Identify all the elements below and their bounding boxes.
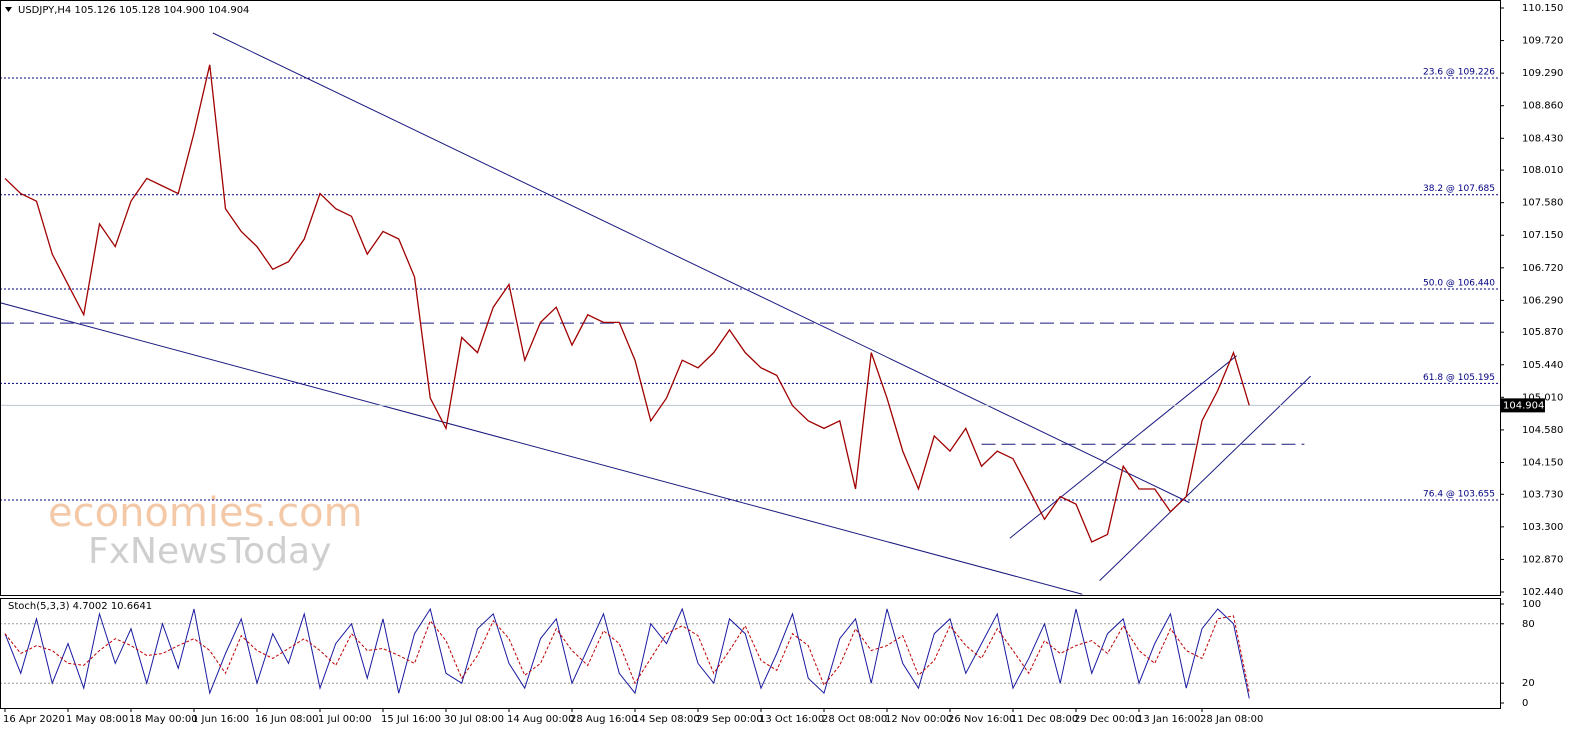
y-tick-label: 100 [1522, 599, 1541, 610]
x-tick-label: 26 Nov 16:00 [948, 714, 1015, 725]
x-tick-label: 1 Jun 16:00 [192, 714, 249, 725]
y-tick-label: 108.010 [1522, 165, 1563, 176]
fib-label: 23.6 @ 109.226 [1423, 67, 1495, 77]
trend-line [1009, 355, 1237, 539]
x-tick-label: 13 Jan 16:00 [1137, 714, 1200, 725]
menu-arrow [5, 7, 12, 12]
stoch-title: Stoch(5,3,3) 4.7002 10.6641 [8, 601, 152, 612]
x-tick-label: 28 Aug 16:00 [570, 714, 637, 725]
x-tick-label: 16 Jun 08:00 [255, 714, 319, 725]
x-tick-label: 28 Oct 08:00 [822, 714, 887, 725]
watermark: economies.com [48, 490, 363, 536]
y-tick-label: 105.440 [1522, 360, 1563, 371]
x-tick-label: 30 Jul 08:00 [444, 714, 504, 725]
y-tick-label: 109.720 [1522, 36, 1563, 47]
y-tick-label: 0 [1522, 698, 1528, 709]
price-label: 104.904 [1503, 400, 1544, 411]
fib-label: 61.8 @ 105.195 [1423, 373, 1495, 383]
x-tick-label: 1 Jul 00:00 [318, 714, 372, 725]
x-tick-label: 13 Oct 16:00 [759, 714, 824, 725]
price-line [4, 64, 1250, 543]
y-tick-label: 102.870 [1522, 554, 1563, 565]
x-tick-label: 14 Sep 08:00 [633, 714, 700, 725]
y-tick-label: 108.860 [1522, 101, 1563, 112]
y-tick-label: 106.290 [1522, 295, 1563, 306]
price-label-box [1501, 398, 1545, 413]
price-title: USDJPY,H4 105.126 105.128 104.900 104.90… [18, 5, 249, 16]
x-tick-label: 29 Sep 00:00 [696, 714, 763, 725]
stoch-frame [0, 598, 1501, 709]
y-tick-label: 110.150 [1522, 3, 1563, 14]
fib-label: 50.0 @ 106.440 [1423, 279, 1495, 289]
y-tick-label: 20 [1522, 678, 1535, 689]
trend-line [212, 32, 1190, 504]
x-tick-label: 14 Aug 00:00 [507, 714, 574, 725]
y-tick-label: 102.440 [1522, 587, 1563, 598]
y-tick-label: 106.720 [1522, 263, 1563, 274]
y-tick-label: 103.730 [1522, 489, 1563, 500]
y-tick-label: 80 [1522, 619, 1535, 630]
x-tick-label: 28 Jan 08:00 [1200, 714, 1263, 725]
x-tick-label: 15 Jul 16:00 [381, 714, 441, 725]
trend-line [1, 302, 1083, 595]
x-tick-label: 12 Nov 00:00 [885, 714, 952, 725]
y-tick-label: 104.150 [1522, 457, 1563, 468]
stoch-plot [1, 607, 1500, 699]
y-tick-label: 108.430 [1522, 133, 1563, 144]
y-tick-label: 107.580 [1522, 198, 1563, 209]
y-tick-label: 105.870 [1522, 327, 1563, 338]
x-tick-label: 16 Apr 2020 [3, 714, 65, 725]
fib-label: 38.2 @ 107.685 [1423, 184, 1495, 194]
y-tick-label: 107.150 [1522, 230, 1563, 241]
x-tick-label: 11 Dec 08:00 [1011, 714, 1078, 725]
y-tick-label: 105.010 [1522, 392, 1563, 403]
stoch-line [4, 607, 1250, 699]
trend-line [1099, 375, 1312, 581]
y-tick-label: 103.300 [1522, 522, 1563, 533]
x-tick-label: 18 May 00:00 [129, 714, 198, 725]
watermark: FxNewsToday [88, 531, 331, 572]
y-tick-label: 109.290 [1522, 68, 1563, 79]
y-tick-label: 104.580 [1522, 425, 1563, 436]
stoch-line [4, 615, 1250, 693]
x-tick-label: 1 May 08:00 [66, 714, 128, 725]
price-frame [0, 0, 1501, 596]
x-tick-label: 29 Dec 00:00 [1074, 714, 1141, 725]
fib-label: 76.4 @ 103.655 [1423, 489, 1495, 499]
